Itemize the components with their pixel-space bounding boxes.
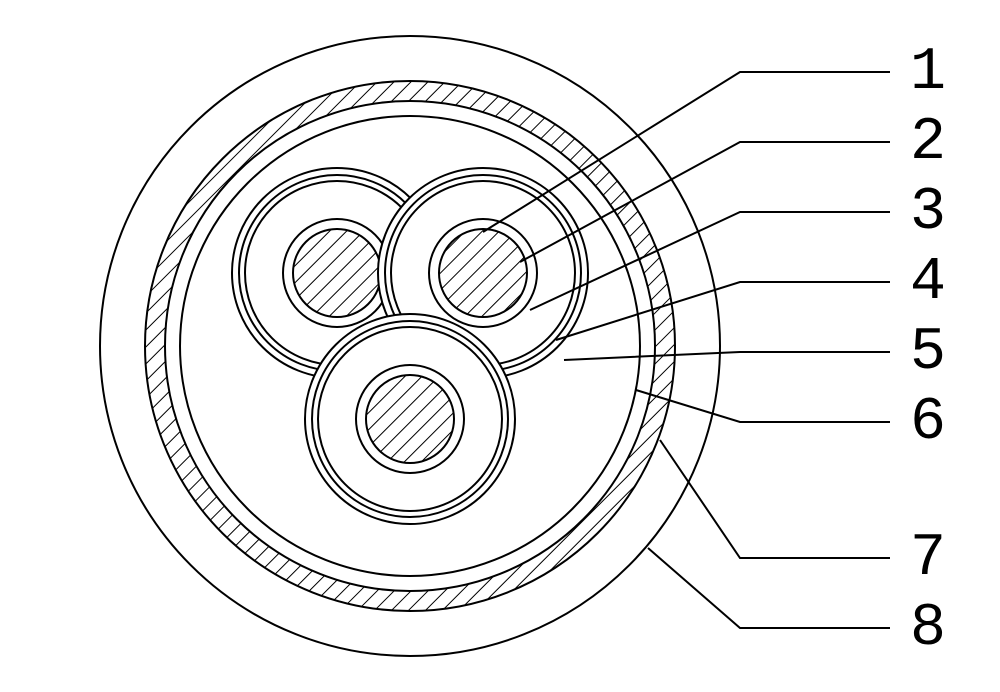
label-2: 2 [910, 109, 944, 177]
leader-line-5 [564, 352, 890, 360]
core-3 [305, 314, 515, 524]
label-6: 6 [910, 389, 944, 457]
label-5: 5 [910, 319, 944, 387]
leader-line-7 [660, 440, 890, 558]
core-1-conductor [293, 229, 381, 317]
label-7: 7 [910, 525, 944, 593]
label-3: 3 [910, 179, 944, 247]
leader-line-8 [648, 548, 890, 628]
core-2-conductor [439, 229, 527, 317]
label-1: 1 [910, 39, 944, 107]
leader-line-4 [556, 282, 890, 340]
label-8: 8 [910, 595, 944, 663]
label-4: 4 [910, 249, 944, 317]
core-3-conductor [366, 375, 454, 463]
leader-line-6 [636, 390, 890, 422]
